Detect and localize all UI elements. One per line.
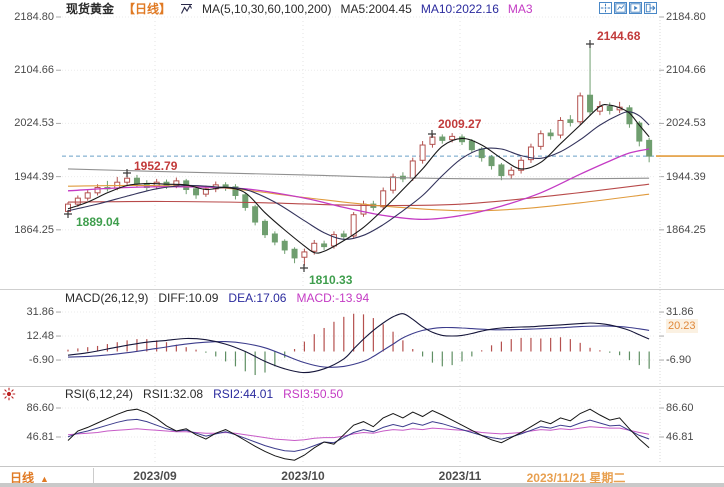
axis-label: -6.90 (666, 354, 692, 367)
axis-label: 2104.66 (666, 64, 706, 77)
ma-line-ma200 (67, 168, 650, 180)
period-selector[interactable]: 日线 ▲ (10, 469, 49, 486)
axis-label: 86.60 (26, 402, 54, 414)
sun-icon[interactable] (2, 387, 16, 401)
rsi-header: RSI(6,12,24) RSI1:32.08 RSI2:44.01 RSI3:… (65, 387, 343, 401)
ma-line-ma100 (67, 183, 650, 207)
macd-params: MACD(26,12,9) (65, 291, 149, 305)
ma-line-ma30 (67, 148, 650, 221)
export-icon[interactable] (644, 2, 657, 14)
ma30-value-truncated: MA3 (507, 1, 533, 16)
axis-label: 31.86 (666, 306, 694, 319)
axis-label: 12.48 (26, 330, 54, 343)
ma-lines-group (67, 103, 650, 254)
footer-bar: 日线 ▲ 2023/09 2023/10 2023/11 2023/11/21 星期二 (0, 466, 724, 486)
price-annotation: 1952.79 (134, 159, 178, 173)
symbol-title: 现货黄金 (66, 2, 115, 16)
rsi-params: RSI(6,12,24) (65, 387, 134, 401)
axis-label: 46.81 (26, 431, 54, 443)
crosshair-icon[interactable] (599, 2, 612, 14)
rsi2-value: RSI2:44.01 (213, 387, 274, 401)
rsi3-line (67, 426, 650, 442)
play-forward-icon[interactable] (629, 2, 642, 14)
period-label: 日线 (10, 471, 35, 485)
extreme-marker (64, 210, 72, 218)
ma5-value: MA5:2004.45 (340, 1, 412, 16)
axis-label: 2184.80 (14, 11, 54, 23)
annotations-group: 2144.68 2009.27 1952.79 1889.04 1810.33 (64, 29, 641, 287)
indicator-window-icon[interactable] (614, 2, 627, 14)
rsi-lines-group (67, 408, 650, 461)
axis-label: -6.90 (28, 354, 54, 367)
price-annotation: 1889.04 (76, 215, 120, 229)
price-annotation: 2009.27 (438, 117, 482, 131)
window-bottom-edge (0, 483, 724, 487)
macd-header: MACD(26,12,9) DIFF:10.09 DEA:17.06 MACD:… (65, 291, 369, 305)
extreme-marker (123, 169, 131, 177)
macd-dea-value: DEA:17.06 (228, 291, 287, 305)
rsi1-line (67, 408, 650, 461)
chart-header: 现货黄金 【日线】 MA(5,10,30,60,100,200) MA5:200… (66, 1, 533, 17)
macd-histogram-group (67, 313, 650, 376)
left-price-axis: 2184.80 2104.66 2024.53 1944.39 1864.25 31.86… (0, 0, 54, 465)
date-axis-label: 2023/09 (133, 469, 177, 483)
axis-label: 1864.25 (14, 223, 54, 236)
axis-label: 1944.39 (666, 170, 706, 183)
axis-label: 1864.25 (666, 223, 706, 236)
current-date-label: 2023/11/21 星期二 (526, 471, 626, 485)
right-price-axis: 2184.80 2104.66 2024.53 1944.39 1864.25 31.86… (666, 0, 722, 465)
rsi2-line (67, 418, 650, 452)
macd-value: MACD:-13.94 (296, 291, 370, 305)
ma-line-ma10 (67, 111, 650, 240)
candles-group (65, 43, 653, 266)
axis-label: 20.23 (666, 319, 698, 334)
extreme-marker (300, 264, 308, 272)
ma-line-ma5 (67, 103, 650, 254)
indicator-icon[interactable] (180, 3, 193, 15)
axis-label: 2184.80 (666, 11, 706, 23)
axis-label: 46.81 (666, 431, 694, 443)
rsi3-value: RSI3:50.50 (283, 387, 344, 401)
period-tag: 【日线】 (123, 2, 172, 16)
price-annotation: 2144.68 (597, 29, 641, 43)
axis-label: 2024.53 (14, 117, 54, 130)
ma-formula: MA(5,10,30,60,100,200) (202, 1, 332, 16)
axis-label: 1944.39 (14, 170, 54, 183)
diff-line (67, 313, 650, 374)
date-axis-label: 2023/11 (438, 469, 482, 483)
price-annotation: 1810.33 (309, 273, 353, 287)
date-axis-label: 2023/10 (281, 469, 325, 483)
macd-lines-group (67, 313, 650, 374)
ma10-value: MA10:2022.16 (420, 1, 499, 16)
period-arrow-icon: ▲ (40, 474, 49, 484)
footer-separator (93, 468, 94, 483)
extreme-marker (428, 130, 436, 138)
macd-diff-value: DIFF:10.09 (158, 291, 219, 305)
rsi1-value: RSI1:32.08 (143, 387, 204, 401)
axis-label: 31.86 (26, 306, 54, 319)
chart-toolbar (599, 2, 657, 14)
axis-label: 2024.53 (666, 117, 706, 130)
extreme-marker (586, 40, 594, 48)
ma-line-ma60 (67, 184, 650, 212)
axis-label: 86.60 (666, 402, 694, 414)
grid-lines (0, 16, 724, 463)
axis-label: 2104.66 (14, 64, 54, 77)
